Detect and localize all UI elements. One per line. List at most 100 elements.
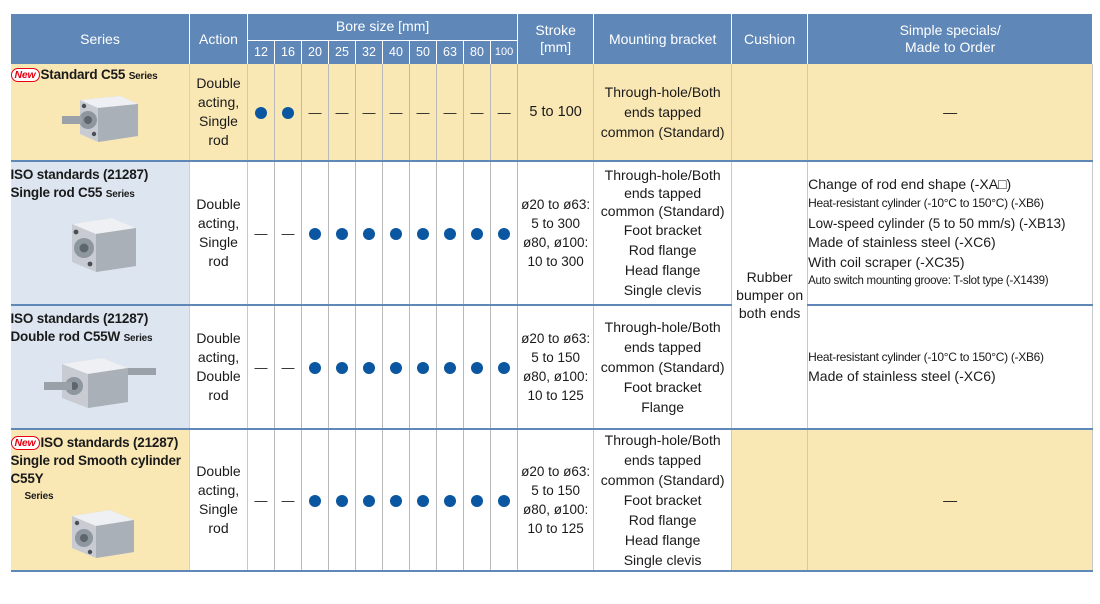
header-action: Action: [189, 14, 248, 64]
series-title: New ISO standards (21287) Single rod Smoo…: [10, 434, 189, 506]
cylinder-photo: [61, 96, 138, 142]
available-dot: [336, 495, 348, 508]
series-title-line: Single rod C55: [10, 185, 103, 200]
mounting-line: Foot bracket: [623, 222, 702, 238]
specials-cell: —: [807, 429, 1094, 572]
series-title-line: C55Y: [10, 471, 44, 486]
available-dot: [309, 228, 321, 241]
header-stroke: Stroke [mm]: [517, 14, 595, 64]
mounting-line: Through-hole/Both: [604, 167, 721, 183]
series-cell: New ISO standards (21287) Single rod Smoo…: [10, 429, 190, 572]
specials-line: Heat-resistant cylinder (-10°C to 150°C)…: [808, 196, 1044, 210]
mounting-cell: Through-hole/Both ends tapped common (St…: [593, 429, 733, 572]
mounting-line: ends tapped: [624, 185, 702, 201]
stroke-line: 10 to 300: [527, 254, 584, 269]
bore-cell: [328, 161, 356, 306]
new-badge: New: [10, 68, 40, 82]
unavailable-dash: —: [308, 105, 322, 120]
cylinder-photo: [71, 218, 136, 272]
bore-cell: [274, 64, 302, 162]
bore-12: 12: [247, 39, 275, 64]
header-bore-size: Bore size [mm]: [246, 14, 519, 40]
stroke-line: 10 to 125: [527, 521, 584, 536]
unavailable-dash: —: [470, 105, 484, 120]
bore-cell: —: [490, 64, 519, 162]
series-word: Series: [105, 189, 135, 200]
available-dot: [255, 107, 267, 120]
specials-cell: Change of rod end shape (-XA□) Heat-resi…: [807, 161, 1094, 306]
bore-16: 16: [274, 39, 302, 64]
series-cell: ISO standards (21287) Double rod C55W Se…: [10, 305, 190, 430]
mounting-line: Foot bracket: [623, 492, 702, 508]
specials-line: Auto switch mounting groove: T-slot type…: [808, 275, 1049, 287]
bore-cell: [409, 305, 437, 430]
series-title-line: ISO standards (21287): [40, 435, 179, 450]
bore-cell: —: [436, 64, 464, 162]
specials-line: Made of stainless steel (-XC6): [808, 234, 996, 250]
series-title-line: Double rod C55W: [10, 329, 121, 344]
bore-cell: —: [382, 64, 410, 162]
available-dot: [309, 362, 321, 375]
mounting-line: Rod flange: [628, 512, 697, 528]
bore-cell: [463, 161, 491, 306]
stroke-line: ø80, ø100:: [522, 369, 589, 384]
bore-cell: —: [274, 305, 302, 430]
action-line: Single: [199, 234, 238, 250]
available-dot: [444, 228, 456, 241]
available-dot: [471, 495, 483, 508]
action-line: acting,: [197, 94, 240, 110]
mounting-cell: Through-hole/Both ends tapped common (St…: [593, 161, 733, 306]
action-line: Double: [196, 463, 241, 479]
action-cell: Double acting, Single rod: [189, 64, 248, 162]
stroke-line: 5 to 100: [529, 103, 582, 120]
specials-cell: Heat-resistant cylinder (-10°C to 150°C)…: [807, 305, 1094, 430]
bore-cell: [355, 161, 383, 306]
header-mounting-bracket: Mounting bracket: [593, 14, 733, 64]
bore-cell: [355, 429, 383, 572]
mounting-line: Single clevis: [623, 282, 702, 298]
bore-32: 32: [355, 39, 383, 64]
series-title: New Standard C55 Series: [10, 66, 189, 86]
header-specials-line1: Simple specials/: [899, 22, 1001, 38]
available-dot: [417, 362, 429, 375]
unavailable-dash: —: [362, 105, 376, 120]
action-cell: Double acting, Single rod: [189, 161, 248, 306]
available-dot: [444, 362, 456, 375]
unavailable-dash: —: [335, 105, 349, 120]
series-word: Series: [128, 71, 158, 82]
mounting-line: Single clevis: [623, 552, 702, 568]
cushion-cell-blank: [731, 429, 809, 572]
unavailable-dash: —: [281, 360, 295, 375]
stroke-cell: ø20 to ø63: 5 to 150 ø80, ø100: 10 to 12…: [517, 429, 595, 572]
mounting-line: Rod flange: [628, 242, 697, 258]
new-badge: New: [10, 436, 40, 450]
bore-cell: —: [274, 429, 302, 572]
stroke-line: 10 to 125: [527, 388, 584, 403]
mounting-line: Foot bracket: [623, 379, 702, 395]
mounting-line: Through-hole/Both: [604, 319, 721, 335]
bore-cell: [382, 429, 410, 572]
bore-cell: —: [247, 429, 275, 572]
bore-cell: [328, 305, 356, 430]
specials-line: Heat-resistant cylinder (-10°C to 150°C)…: [808, 349, 1044, 364]
cushion-cell-blank: [731, 64, 809, 162]
available-dot: [444, 495, 456, 508]
bore-cell: —: [274, 161, 302, 306]
action-line: Single: [199, 501, 238, 517]
header-stroke-line1: Stroke: [535, 22, 576, 38]
mounting-line: common (Standard): [600, 359, 725, 375]
specials-line: Change of rod end shape (-XA□): [808, 175, 1012, 192]
available-dot: [363, 495, 375, 508]
cylinder-photo: [43, 358, 156, 408]
series-title-line: ISO standards (21287): [10, 167, 149, 182]
stroke-line: ø80, ø100:: [522, 235, 589, 250]
mounting-cell: Through-hole/Both ends tapped common (St…: [593, 64, 733, 162]
series-cell: New Standard C55 Series: [10, 64, 190, 162]
cushion-cell: Rubber bumper on both ends: [731, 161, 809, 430]
available-dot: [390, 228, 402, 241]
unavailable-dash: —: [281, 226, 295, 241]
mounting-line: common (Standard): [600, 203, 725, 219]
series-word: Series: [123, 333, 153, 344]
mounting-line: Head flange: [624, 532, 701, 548]
series-title-line: Standard C55: [40, 67, 126, 82]
